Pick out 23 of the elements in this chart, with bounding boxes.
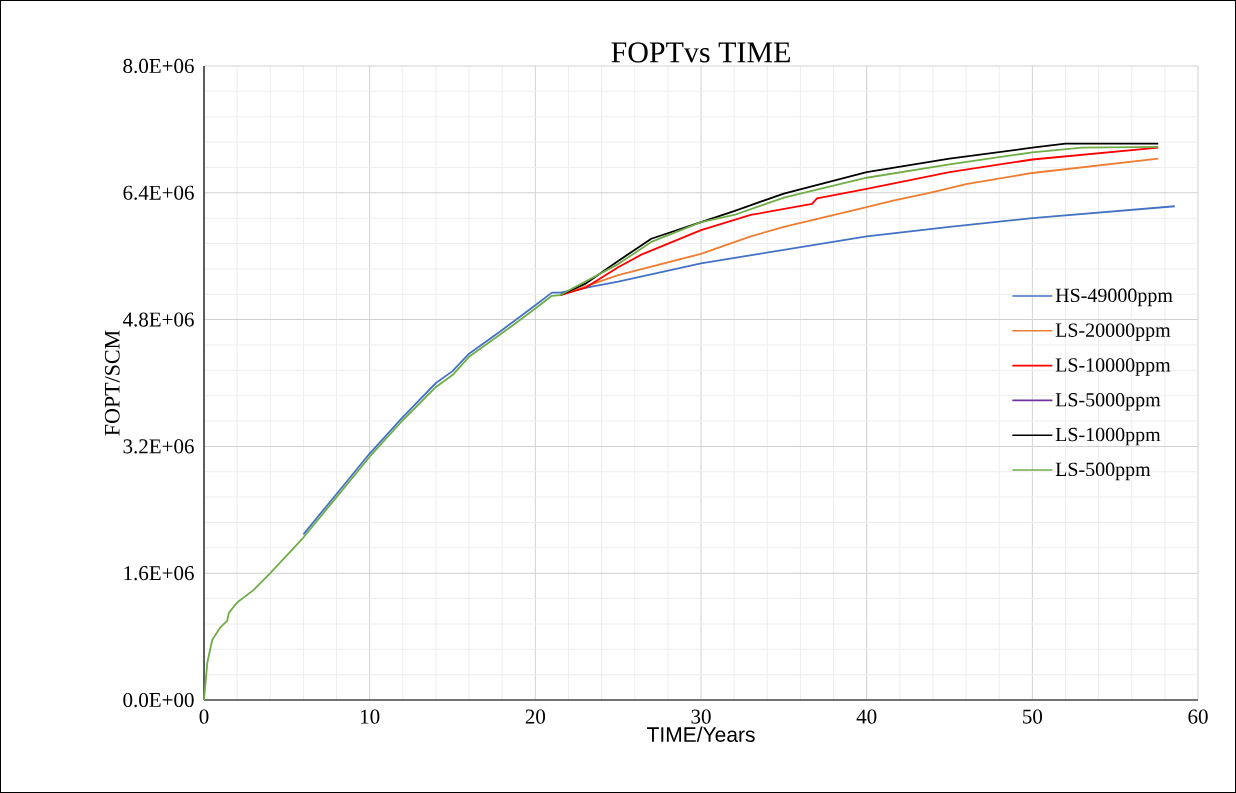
y-tick-label: 0.0E+00 xyxy=(123,692,194,708)
x-tick-label: 50 xyxy=(1023,709,1043,724)
legend-label: LS-10000ppm xyxy=(1055,358,1171,376)
x-tick-label: 60 xyxy=(1188,709,1208,724)
chart-title: FOPTvs TIME xyxy=(611,42,790,63)
legend-label: LS-1000ppm xyxy=(1055,427,1161,446)
y-tick-label: 3.2E+06 xyxy=(123,439,194,454)
line-series xyxy=(302,205,1176,536)
x-tick-label: 20 xyxy=(525,709,546,724)
y-tick-label: 6.4E+06 xyxy=(123,185,194,200)
y-tick-label: 1.6E+06 xyxy=(124,566,194,581)
legend-label: LS-500ppm xyxy=(1055,462,1151,481)
x-axis-title: TIME/Years xyxy=(647,726,755,742)
legend-label: LS-5000ppm xyxy=(1055,393,1161,411)
y-tick-label: 8.0E+06 xyxy=(123,58,194,74)
x-tick-label: 30 xyxy=(691,709,711,724)
x-tick-label: 0 xyxy=(199,709,209,724)
legend-label: LS-20000ppm xyxy=(1055,323,1171,341)
legend-label: HS-49000ppm xyxy=(1055,288,1173,307)
y-axis-title: FOPT/SCM xyxy=(104,330,120,436)
y-tick-label: 4.8E+06 xyxy=(122,312,194,327)
x-tick-label: 40 xyxy=(856,709,877,724)
x-tick-label: 10 xyxy=(361,709,380,724)
